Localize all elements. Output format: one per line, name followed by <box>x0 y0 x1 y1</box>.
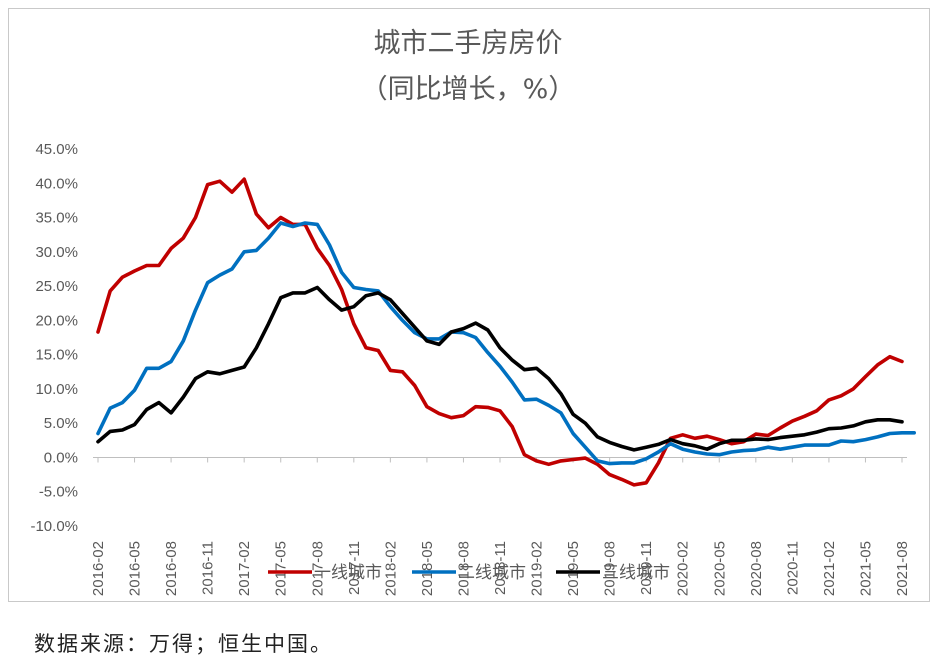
series-lines <box>96 177 917 487</box>
line-chart: 城市二手房房价 （同比增长，%） -10.0% -5.0% 0.0% 5.0% 10.0… <box>30 28 917 596</box>
x-tick-label: 2018-08 <box>455 541 472 596</box>
x-tick-label: 2019-08 <box>602 541 619 596</box>
y-tick-label: 25.0% <box>35 278 78 295</box>
x-tick-label: 2021-02 <box>821 541 838 596</box>
x-tick-label: 2019-05 <box>565 541 582 596</box>
x-tick-label: 2017-11 <box>346 541 363 595</box>
x-tick-label: 2019-02 <box>529 541 546 596</box>
x-tick-label: 2018-11 <box>492 541 509 595</box>
x-tick-label: 2021-08 <box>894 541 911 596</box>
y-tick-label: 15.0% <box>35 347 78 364</box>
legend: 一线城市 二线城市 三线城市 <box>268 563 670 583</box>
x-tick-label: 2019-11 <box>638 541 655 595</box>
y-tick-label: 40.0% <box>35 175 78 192</box>
x-tick-label: 2017-05 <box>273 541 290 596</box>
y-tick-label: 45.0% <box>35 141 78 158</box>
y-tick-label: -5.0% <box>39 484 78 501</box>
legend-label: 二线城市 <box>458 563 526 583</box>
x-tick-label: 2016-11 <box>200 541 217 595</box>
y-tick-label: 20.0% <box>35 312 78 329</box>
series-line-1 <box>96 177 904 487</box>
x-tick-label: 2020-02 <box>675 541 692 596</box>
chart-title: 城市二手房房价 <box>374 28 563 59</box>
chart-subtitle: （同比增长，%） <box>361 74 576 105</box>
x-tick-label: 2017-08 <box>309 541 326 596</box>
x-tick-label: 2021-05 <box>857 541 874 596</box>
source-note: 数据来源：万得；恒生中国。 <box>34 632 333 656</box>
y-axis: -10.0% -5.0% 0.0% 5.0% 10.0% 15.0% 20.0% 25.0% 3… <box>30 141 78 535</box>
x-axis: 2016-02 2016-05 2016-08 2016-11 2017-02 2017-… <box>90 456 911 596</box>
x-tick-label: 2020-11 <box>784 541 801 595</box>
x-tick-label: 2018-05 <box>419 541 436 596</box>
y-tick-label: 0.0% <box>44 449 78 466</box>
series-line-3 <box>96 285 904 452</box>
y-tick-label: 35.0% <box>35 210 78 227</box>
y-tick-label: 30.0% <box>35 244 78 261</box>
x-tick-label: 2020-08 <box>748 541 765 596</box>
x-tick-label: 2017-02 <box>236 541 253 596</box>
legend-label: 一线城市 <box>314 563 382 583</box>
x-tick-label: 2020-05 <box>711 541 728 596</box>
x-tick-label: 2018-02 <box>382 541 399 596</box>
x-tick-label: 2016-05 <box>127 541 144 596</box>
legend-label: 三线城市 <box>602 563 670 583</box>
x-tick-label: 2016-02 <box>90 541 107 596</box>
series-line-2 <box>96 221 917 466</box>
y-tick-label: 10.0% <box>35 381 78 398</box>
chart-frame <box>8 8 930 602</box>
y-tick-label: 5.0% <box>44 415 78 432</box>
x-tick-label: 2016-08 <box>163 541 180 596</box>
y-tick-label: -10.0% <box>30 518 78 535</box>
